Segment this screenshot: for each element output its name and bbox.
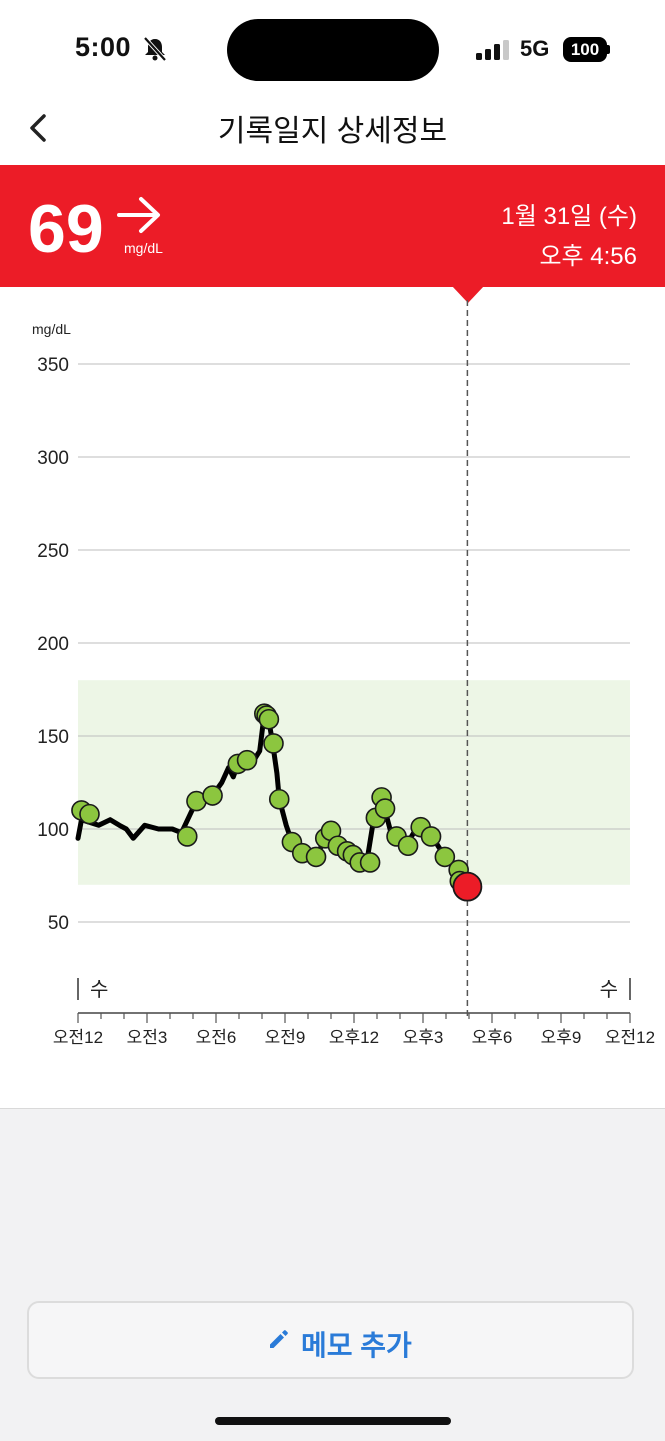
glucose-chart[interactable]: mg/dL 50 100 150 200 250 300 350 오전12 오전3 오전6 오전9 오후…: [0, 300, 665, 1060]
reading-date: 1월 31일 (수): [501, 203, 637, 230]
trend-arrow-right-icon: [117, 197, 160, 233]
page-title: 기록일지 상세정보: [217, 115, 448, 148]
glucose-point: [263, 733, 284, 754]
bell-slash-icon: [143, 37, 167, 61]
y-axis-unit: mg/dL: [32, 321, 71, 337]
glucose-point: [397, 835, 419, 857]
glucose-unit: mg/dL: [124, 240, 163, 256]
y-tick-label: 150: [37, 727, 69, 748]
x-tick-label: 오후12: [329, 1028, 379, 1047]
glucose-point: [176, 826, 198, 847]
current-reading-marker: [452, 871, 483, 902]
pencil-icon: [270, 1330, 288, 1348]
x-tick-label: 오전3: [127, 1028, 168, 1047]
x-tick-label: 오전12: [605, 1028, 655, 1047]
x-tick-label: 오후9: [541, 1028, 582, 1047]
home-indicator: [215, 1417, 451, 1425]
reading-banner: 69: [0, 165, 665, 287]
glucose-point: [420, 826, 442, 847]
status-time: 5:00: [75, 32, 132, 62]
y-tick-label: 100: [37, 820, 69, 841]
banner-pointer: [452, 286, 484, 303]
battery-icon: 100: [563, 37, 607, 62]
back-chevron-icon[interactable]: [24, 110, 52, 146]
chart-svg: mg/dL 50 100 150 200 250 300 350 오전12 오전3 오전6 오전9 오후…: [32, 300, 655, 1047]
glucose-point: [434, 846, 456, 868]
glucose-point: [359, 852, 381, 873]
y-tick-label: 300: [37, 448, 69, 469]
day-label: 수: [600, 977, 618, 1001]
glucose-point: [202, 785, 223, 806]
y-tick-label: 50: [48, 913, 69, 934]
x-tick-label: 오전6: [196, 1028, 237, 1047]
status-bar: 5:00 5G 100: [0, 0, 665, 100]
reading-time: 오후 4:56: [539, 243, 637, 270]
add-memo-label: 메모 추가: [301, 1330, 412, 1361]
x-tick-label: 오후3: [403, 1028, 444, 1047]
network-type: 5G: [520, 36, 550, 61]
add-memo-button[interactable]: 메모 추가: [27, 1301, 634, 1379]
signal-icon: [476, 40, 509, 60]
x-tick-label: 오후6: [472, 1028, 513, 1047]
y-tick-label: 250: [37, 541, 69, 562]
y-tick-label: 200: [37, 634, 69, 655]
glucose-point: [79, 803, 100, 825]
battery-tip: [606, 45, 610, 54]
x-tick-label: 오전9: [265, 1028, 306, 1047]
day-label: 수: [90, 977, 108, 1001]
y-tick-label: 350: [37, 355, 69, 376]
dynamic-island: [227, 19, 439, 81]
glucose-point: [236, 749, 258, 771]
bottom-area: [0, 1108, 665, 1441]
glucose-point: [374, 798, 396, 819]
x-tick-label: 오전12: [53, 1028, 103, 1047]
glucose-point: [305, 846, 327, 868]
glucose-point: [258, 708, 280, 730]
glucose-value: 69: [28, 191, 104, 267]
glucose-point: [268, 788, 290, 810]
